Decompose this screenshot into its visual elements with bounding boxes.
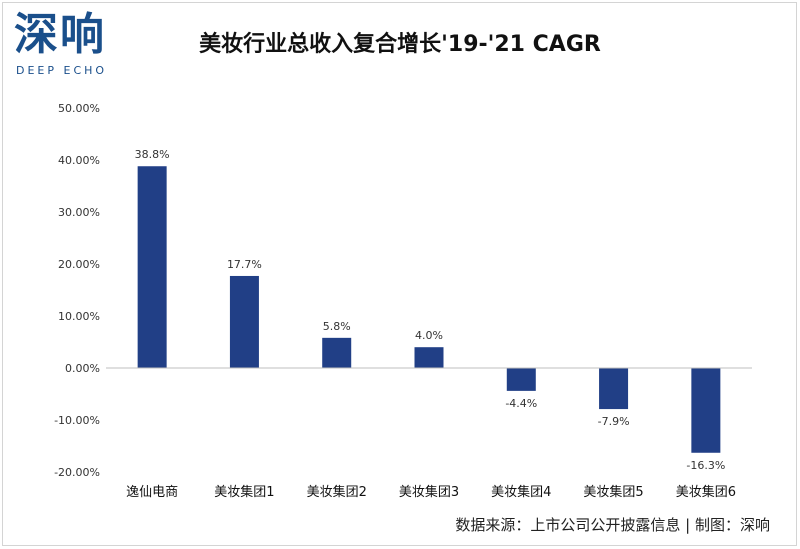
y-tick-label: 50.00% [58, 102, 100, 115]
bar [414, 347, 444, 368]
y-tick-label: 20.00% [58, 258, 100, 271]
source-note: 数据来源：上市公司公开披露信息 | 制图：深响 [455, 516, 770, 534]
bar [229, 275, 259, 368]
x-tick-label: 美妆集团6 [676, 484, 736, 500]
y-tick-label: 0.00% [65, 362, 100, 375]
y-tick-label: 30.00% [58, 206, 100, 219]
y-tick-label: -20.00% [54, 466, 100, 479]
x-tick-label: 美妆集团3 [399, 484, 459, 500]
brand-logo: 深响 DEEP ECHO [14, 8, 134, 80]
data-label: 4.0% [415, 329, 443, 342]
logo-mark: 深响 [14, 9, 106, 60]
x-tick-label: 逸仙电商 [126, 485, 178, 500]
data-label: 5.8% [323, 320, 351, 333]
y-tick-label: 10.00% [58, 310, 100, 323]
data-label: 38.8% [135, 148, 170, 161]
bar [599, 368, 629, 410]
y-tick-label: 40.00% [58, 154, 100, 167]
data-label: 17.7% [227, 258, 262, 271]
data-label: -7.9% [598, 415, 630, 428]
y-tick-label: -10.00% [54, 414, 100, 427]
bar [137, 166, 167, 368]
x-tick-label: 美妆集团5 [583, 484, 643, 500]
bar [506, 368, 536, 391]
data-label: -4.4% [505, 397, 537, 410]
data-label: -16.3% [686, 459, 725, 472]
bar [691, 368, 721, 453]
chart-title: 美妆行业总收入复合增长'19-'21 CAGR [199, 32, 601, 57]
x-tick-label: 美妆集团1 [214, 484, 274, 500]
x-tick-label: 美妆集团2 [307, 484, 367, 500]
bar [322, 337, 352, 368]
x-tick-label: 美妆集团4 [491, 484, 551, 500]
logo-subtext: DEEP ECHO [16, 64, 108, 77]
